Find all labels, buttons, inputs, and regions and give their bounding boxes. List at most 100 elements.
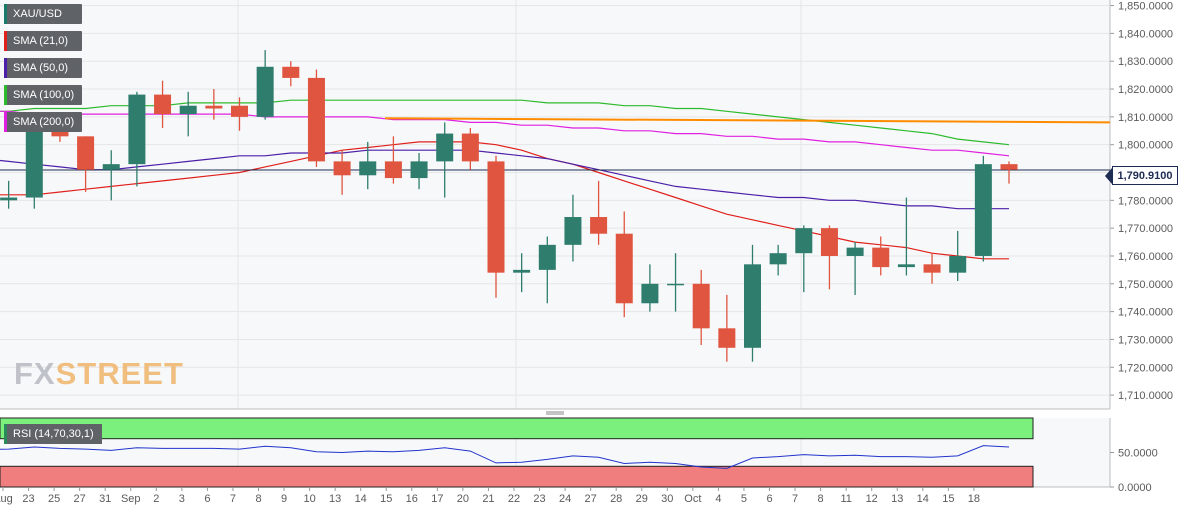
x-tick-label: 8 — [255, 493, 261, 505]
legend-item-sma50[interactable]: SMA (50,0) — [4, 58, 83, 78]
candle-body — [205, 105, 223, 109]
series-line-2 — [0, 99, 1010, 146]
x-tick-label: 10 — [303, 493, 315, 505]
x-tick-label: 25 — [48, 493, 60, 505]
candle-body — [307, 77, 325, 162]
legend-label: SMA (50,0) — [13, 62, 69, 74]
legend-label: SMA (21,0) — [13, 35, 69, 47]
legend-swatch — [4, 112, 7, 132]
candle-body — [102, 164, 120, 170]
candle-body — [820, 228, 838, 256]
legend-item-sma21[interactable]: SMA (21,0) — [4, 31, 83, 51]
candle-body — [667, 283, 685, 286]
legend-label: SMA (200,0) — [13, 116, 75, 128]
series-line-1 — [0, 149, 1009, 210]
candle-body — [692, 283, 710, 329]
rsi-overbought-zone — [0, 417, 1034, 440]
last-price-label: 1,790.9100 — [1117, 169, 1173, 182]
candle-body — [51, 127, 69, 137]
candle-body — [538, 244, 556, 270]
x-tick-label: 14 — [917, 493, 929, 505]
x-tick-label: 17 — [431, 493, 443, 505]
legend-swatch — [4, 85, 7, 105]
candle-body — [872, 247, 890, 268]
legend: XAU/USD SMA (21,0) SMA (50,0) SMA (100,0… — [4, 4, 83, 139]
rsi-y-tick-label: 50.0000 — [1118, 448, 1158, 460]
candle-body — [154, 94, 172, 115]
series-line-0 — [0, 141, 1009, 260]
x-tick-label: 21 — [482, 493, 494, 505]
legend-swatch — [4, 424, 7, 444]
legend-item-xauusd[interactable]: XAU/USD — [4, 4, 83, 24]
y-tick-label: 1,850.0000 — [1118, 1, 1173, 13]
candle-body — [769, 253, 787, 265]
series-line-3 — [0, 110, 1010, 157]
candle-body — [128, 94, 146, 165]
candle-body — [564, 217, 582, 245]
candle-body — [384, 161, 402, 179]
x-tick-label: 16 — [406, 493, 418, 505]
x-tick-label: 13 — [891, 493, 903, 505]
x-tick-label: 7 — [792, 493, 798, 505]
logo-part2: STREET — [55, 356, 184, 391]
candle-body — [949, 255, 967, 273]
candle-body — [25, 127, 43, 198]
x-tick-label: 24 — [559, 493, 571, 505]
y-tick-label: 1,820.0000 — [1118, 84, 1173, 96]
candle-body — [974, 164, 992, 256]
y-tick-label: 1,730.0000 — [1118, 334, 1173, 346]
candle-body — [744, 264, 761, 348]
x-tick-label: 14 — [355, 493, 367, 505]
fxstreet-logo: FXSTREET — [14, 356, 184, 392]
candle-body — [410, 161, 428, 179]
rsi-label-text: RSI (14,70,30,1) — [13, 428, 94, 440]
candle-body — [487, 161, 505, 273]
candle-body — [77, 136, 95, 170]
x-tick-label: 15 — [380, 493, 392, 505]
y-tick-label: 1,720.0000 — [1118, 362, 1173, 374]
x-tick-label: 31 — [99, 493, 111, 505]
rsi-oversold-zone — [0, 465, 1034, 488]
candle-body — [231, 105, 248, 117]
y-tick-label: 1,830.0000 — [1118, 56, 1173, 68]
legend-item-sma200[interactable]: SMA (200,0) — [4, 112, 83, 132]
candle-body — [1000, 164, 1018, 170]
x-tick-label: 27 — [74, 493, 86, 505]
candle-body — [513, 269, 531, 273]
x-tick-label: 30 — [661, 493, 673, 505]
candle-body — [359, 161, 377, 176]
x-tick-label: Oct — [684, 493, 701, 505]
logo-part1: FX — [14, 356, 56, 391]
rsi-legend-item[interactable]: RSI (14,70,30,1) — [4, 424, 102, 444]
rsi-line — [0, 445, 1010, 469]
x-tick-label: 9 — [281, 493, 287, 505]
x-tick-label: 4 — [715, 493, 721, 505]
candle-body — [923, 264, 941, 273]
x-tick-label: 12 — [866, 493, 878, 505]
y-tick-label: 1,810.0000 — [1118, 112, 1173, 124]
y-tick-label: 1,800.0000 — [1118, 140, 1173, 152]
x-tick-label: 13 — [329, 493, 341, 505]
x-tick-label: 7 — [230, 493, 236, 505]
candle-body — [795, 228, 813, 254]
trendline — [384, 117, 1111, 124]
x-tick-label: 6 — [766, 493, 772, 505]
x-tick-label: 20 — [457, 493, 469, 505]
legend-item-sma100[interactable]: SMA (100,0) — [4, 85, 83, 105]
x-tick-label: 22 — [508, 493, 520, 505]
legend-label: SMA (100,0) — [13, 89, 75, 101]
candle-body — [436, 133, 454, 162]
y-tick-label: 1,760.0000 — [1118, 251, 1173, 263]
last-price-tag: 1,790.9100 — [1105, 166, 1178, 185]
candle-body — [641, 283, 659, 304]
y-tick-label: 1,750.0000 — [1118, 279, 1173, 291]
x-tick-label: 27 — [585, 493, 597, 505]
legend-swatch — [4, 4, 7, 24]
x-tick-label: 8 — [818, 493, 824, 505]
legend-swatch — [4, 31, 7, 51]
x-tick-label: 23 — [22, 493, 34, 505]
x-tick-label: Sep — [121, 493, 141, 505]
x-tick-label: 6 — [204, 493, 210, 505]
candle-body — [0, 197, 18, 201]
